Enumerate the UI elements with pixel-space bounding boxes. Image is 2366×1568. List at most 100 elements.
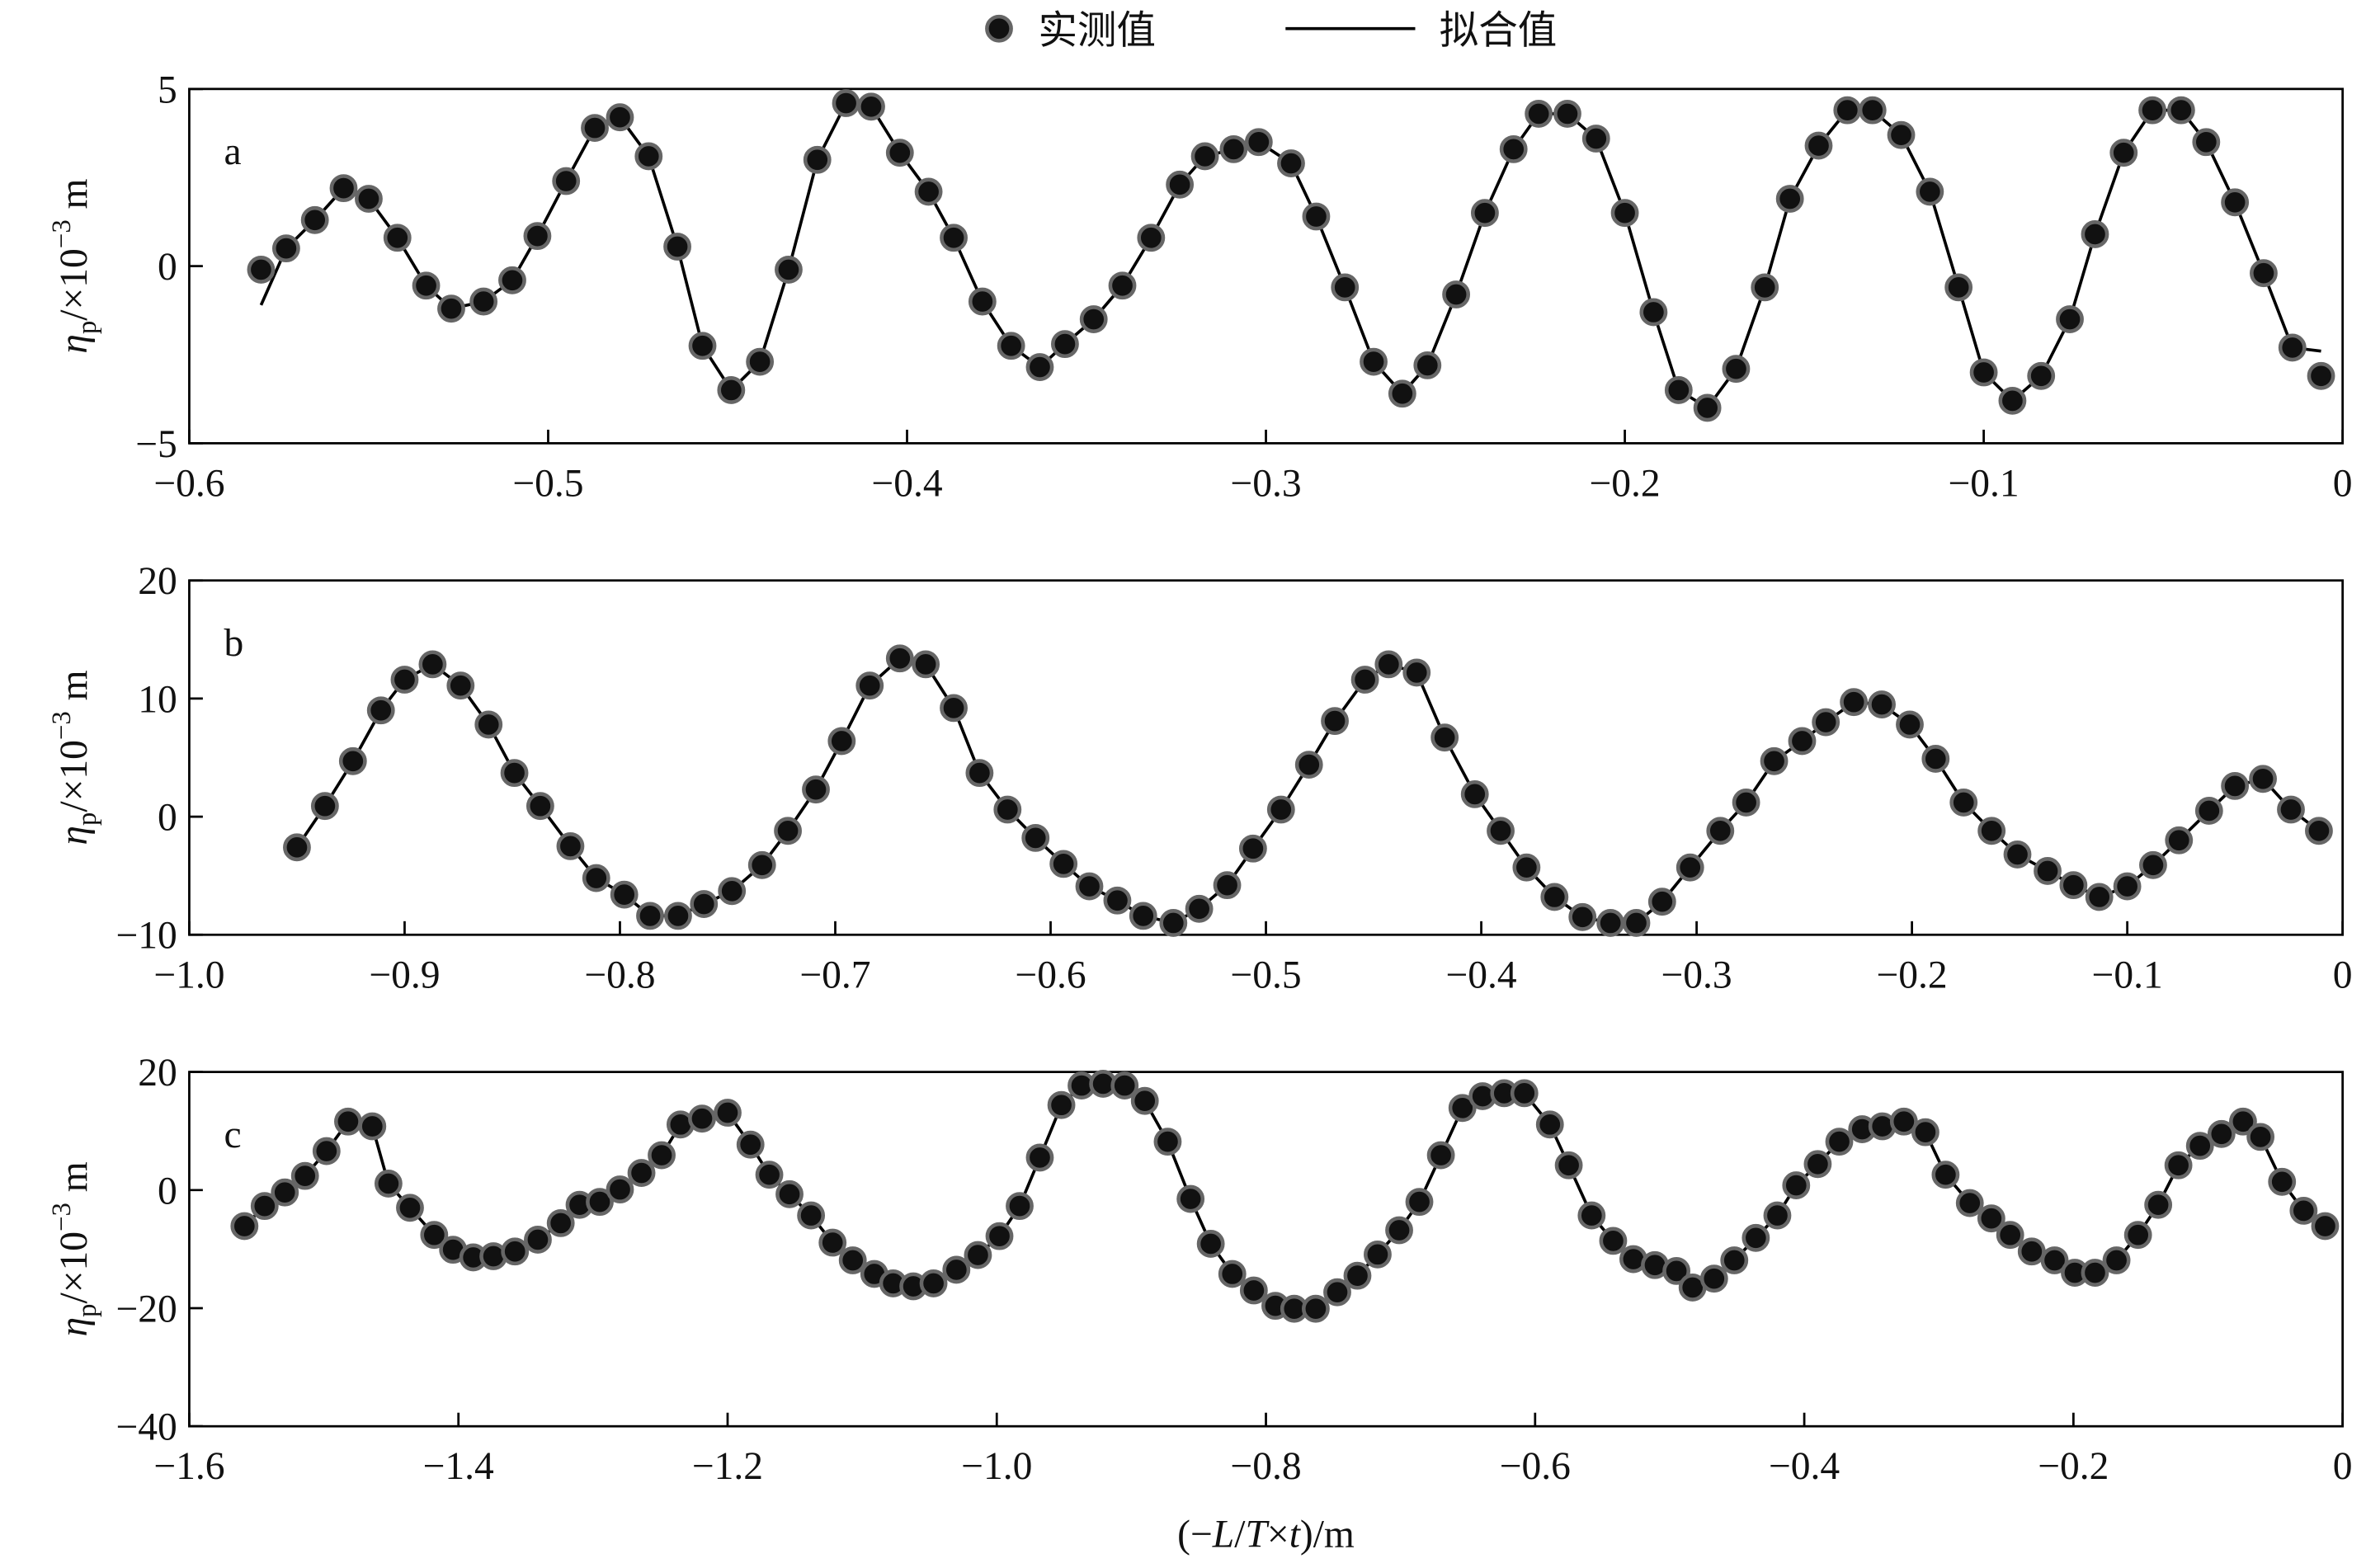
observed-point [1887, 120, 1916, 149]
y-axis-label-part: η [53, 826, 96, 845]
observed-point [1430, 723, 1459, 752]
observed-point [1622, 909, 1651, 937]
x-tick-label: −0.6 [153, 462, 224, 505]
observed-point [2081, 220, 2109, 248]
observed-point [914, 177, 943, 206]
observed-point [586, 1188, 614, 1217]
observed-point [1321, 707, 1349, 736]
observed-point [2207, 1119, 2236, 1148]
observed-point [366, 696, 395, 725]
observed-point [1219, 134, 1248, 163]
observed-point [420, 1221, 449, 1250]
observed-point [1047, 1090, 1076, 1119]
observed-point [1166, 170, 1195, 199]
observed-point [1833, 96, 1862, 125]
observed-point [1426, 1141, 1455, 1170]
x-axis-label: (−L/T×t)/m [1177, 1513, 1355, 1556]
observed-point [358, 1112, 387, 1141]
observed-point [1535, 1110, 1564, 1139]
observed-point [1699, 1264, 1728, 1293]
observed-point [1137, 224, 1166, 252]
observed-point [1676, 853, 1704, 882]
observed-point [1788, 727, 1817, 756]
legend-label: 实测值 [1039, 10, 1157, 53]
observed-point [1006, 1192, 1034, 1221]
x-tick-label: −1.0 [961, 1445, 1032, 1488]
observed-point [1911, 1118, 1939, 1147]
observed-point [437, 294, 465, 323]
observed-point [501, 1237, 530, 1266]
observed-point [2250, 259, 2278, 288]
x-tick-label: −0.4 [1445, 954, 1516, 996]
observed-point [1301, 1294, 1330, 1323]
y-axis-label-part: m [53, 670, 96, 700]
observed-point [2040, 1246, 2069, 1274]
legend-marker [985, 14, 1013, 43]
y-tick-label: −10 [115, 915, 177, 958]
observed-point [1512, 853, 1541, 882]
observed-point [1944, 273, 1973, 302]
observed-point [1442, 280, 1471, 308]
observed-point [271, 1178, 299, 1207]
x-tick-label: 0 [2333, 1445, 2353, 1488]
observed-point [1196, 1230, 1225, 1258]
observed-point [838, 1246, 867, 1274]
x-tick-label: −0.3 [1230, 462, 1301, 505]
observed-point [1916, 177, 1944, 206]
y-axis-label: ηp/×10−3 m [47, 1161, 102, 1336]
observed-point [1405, 1188, 1434, 1217]
x-tick-label: −0.3 [1661, 954, 1732, 996]
observed-point [1722, 355, 1751, 384]
observed-point [329, 174, 358, 203]
observed-point [2123, 1221, 2152, 1250]
panel: −1.0 −0.9 −0.8 −0.7 −0.6 −0.5 −0.4 −0.3 −0.2 −0.1… [47, 560, 2353, 996]
observed-point [1825, 1128, 1854, 1156]
observed-point [736, 1130, 765, 1159]
observed-point [582, 864, 610, 892]
observed-point [636, 902, 664, 930]
observed-point [500, 759, 529, 788]
observed-point [606, 103, 634, 132]
observed-point [2109, 139, 2138, 167]
observed-point [2056, 305, 2084, 333]
x-tick-label: −0.6 [1500, 1445, 1571, 1488]
observed-point [2164, 1151, 2193, 1180]
x-axis-label-part: )/m [1300, 1513, 1355, 1556]
observed-point [1921, 745, 1950, 773]
observed-point [1998, 386, 2027, 415]
observed-point [1510, 1079, 1539, 1108]
observed-point [627, 1159, 656, 1187]
observed-point [1858, 96, 1887, 125]
y-axis-label-part: m [53, 1161, 96, 1192]
observed-point [1662, 1256, 1691, 1285]
x-tick-label: −0.5 [512, 462, 583, 505]
observed-point [2307, 361, 2335, 390]
observed-point [714, 1099, 742, 1127]
y-axis-label: ηp/×10−3 m [47, 178, 102, 353]
observed-point [2113, 872, 2142, 901]
x-axis-label-part: L [1212, 1513, 1234, 1556]
observed-point [1218, 1260, 1247, 1288]
observed-point [1977, 1204, 2005, 1233]
observed-point [1266, 795, 1295, 824]
observed-point [374, 1170, 403, 1198]
observed-point [1596, 909, 1625, 937]
observed-point [965, 759, 994, 788]
observed-point [1969, 358, 1998, 387]
observed-point [310, 792, 339, 821]
x-tick-label: −0.8 [1230, 1445, 1301, 1488]
observed-point [832, 89, 860, 117]
observed-point [1577, 1201, 1606, 1230]
observed-point [1610, 199, 1639, 228]
observed-point [1706, 817, 1735, 845]
observed-point [664, 902, 692, 930]
observed-point [1413, 351, 1442, 379]
observed-point [526, 792, 554, 821]
observed-point [1803, 1150, 1832, 1179]
observed-point [2192, 128, 2221, 157]
x-tick-label: −0.8 [584, 954, 655, 996]
x-tick-label: −0.7 [799, 954, 870, 996]
y-tick-label: −40 [115, 1406, 177, 1449]
observed-point [1323, 1278, 1351, 1307]
observed-point [1025, 353, 1054, 381]
